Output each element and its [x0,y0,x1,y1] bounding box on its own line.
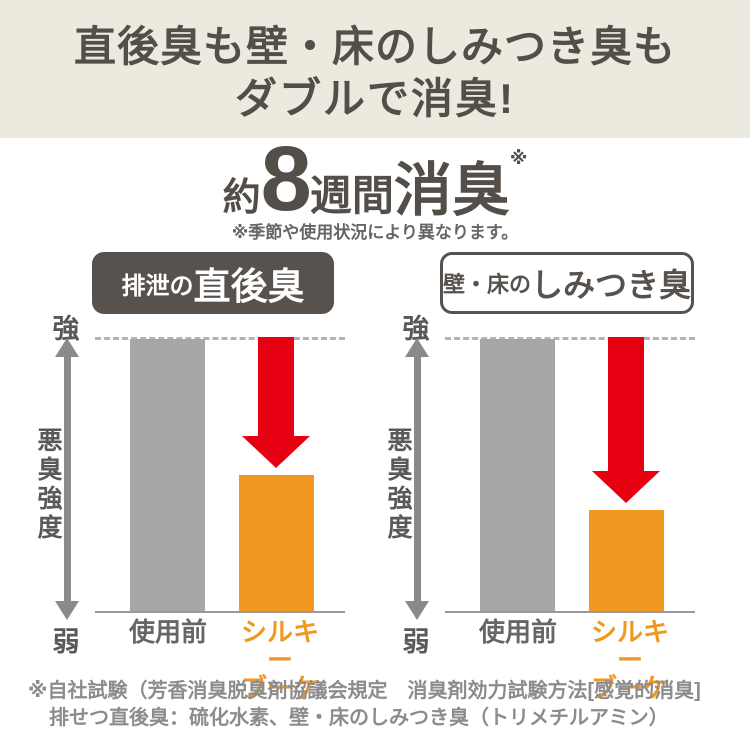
category-label-before-use: 使用前 [478,617,557,647]
header-line2: ダブルで消臭! [235,75,515,122]
reduction-arrow-icon [242,337,310,468]
y-axis-title: 悪臭強度 [384,427,412,543]
headline-approx: 約 [222,177,261,219]
chart-title-main: しみつき臭 [531,267,692,303]
reduction-arrow-icon [592,337,660,503]
chart-title-prefix: 排泄の [121,272,194,300]
headline-disclaimer: ※季節や使用状況により異なります。 [231,223,519,242]
arrow-down-head-icon [55,601,79,620]
reference-dashed-line [445,337,695,340]
bar-silky-bouquet [589,510,664,611]
header-line1: 直後臭も壁・床のしみつき臭も [73,23,676,70]
chart-title-main: 直後臭 [193,266,305,307]
headline-deodorize: 消臭 [393,158,510,223]
reference-dashed-line [95,337,345,340]
footnote-line2: 排せつ直後臭：硫化水素、壁・床のしみつき臭（トリメチルアミン） [49,707,669,729]
y-axis-title: 悪臭強度 [34,427,62,543]
category-label-line1: シルキー [240,617,319,675]
plot-area [95,337,345,613]
category-label-silky-bouquet: シルキー ブーケ [230,618,330,702]
bar-before-use [130,339,205,611]
x-axis-line [95,611,345,613]
category-label-line2: ブーケ [240,673,319,703]
chart-title-prefix: 壁・床の [443,272,532,297]
header-banner: 直後臭も壁・床のしみつき臭も ダブルで消臭! [0,0,750,138]
bar-silky-bouquet [239,475,314,611]
headline-asterisk: ※ [509,148,528,168]
chart-title-soaked-odor: 壁・床の しみつき臭 [440,252,694,314]
category-label-before-use: 使用前 [128,617,207,647]
x-axis-line [445,611,695,613]
chart-title-immediate-odor: 排泄の 直後臭 [92,252,334,314]
plot-area [445,337,695,613]
y-axis-double-arrow-icon [405,338,429,620]
test-method-footnote: ※自社試験（芳香消臭脱臭剤協議会規定 消臭剤効力試験方法[感覚的消臭] 排せつ直… [28,678,728,732]
y-axis-weak-label: 弱 [52,627,80,657]
category-label-line1: シルキー [590,617,669,675]
footnote-line1: ※自社試験（芳香消臭脱臭剤協議会規定 消臭剤効力試験方法[感覚的消臭] [28,680,701,702]
bar-chart-immediate-odor: 強 悪臭強度 弱 使用前 シルキー ブーケ [0,305,350,702]
category-label-silky-bouquet: シルキー ブーケ [580,618,680,702]
arrow-down-head-icon [405,601,429,620]
duration-headline: 約 8 週間 消臭 ※ [0,128,750,230]
bar-before-use [480,339,555,611]
arrow-shaft [413,354,421,604]
arrow-shaft [63,354,71,604]
headline-number: 8 [260,128,312,230]
y-axis-weak-label: 弱 [402,627,430,657]
arrow-up-head-icon [55,338,79,357]
bar-chart-soaked-odor: 強 悪臭強度 弱 使用前 シルキー ブーケ [350,305,700,702]
headline-weeks: 週間 [309,172,394,219]
category-label-line2: ブーケ [590,673,669,703]
y-axis-double-arrow-icon [55,338,79,620]
arrow-up-head-icon [405,338,429,357]
